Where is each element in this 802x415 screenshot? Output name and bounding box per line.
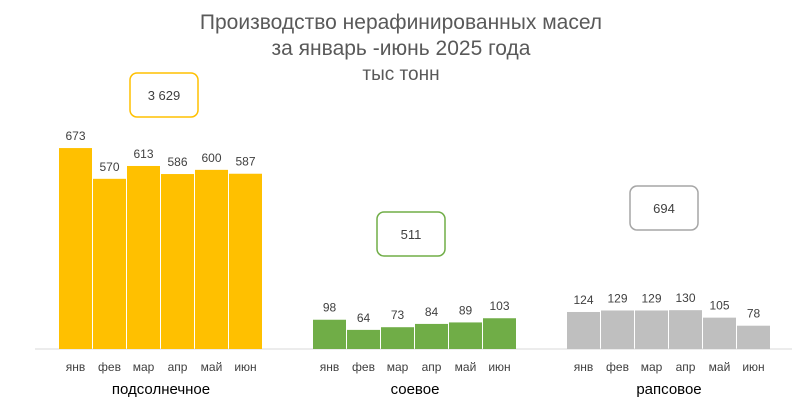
group-label-рапсовое: рапсовое xyxy=(636,381,701,398)
chart-title-line-2: за январь -июнь 2025 года xyxy=(272,37,531,60)
total-label-рапсовое: 694 xyxy=(653,201,675,216)
x-tick-label: мар xyxy=(641,360,663,374)
bar-подсолнечное-апр xyxy=(161,174,194,349)
bar-рапсовое-мар xyxy=(635,310,668,349)
x-tick-label: мар xyxy=(387,360,409,374)
data-label-рапсовое-мар: 129 xyxy=(641,291,661,305)
x-tick-label: апр xyxy=(168,360,188,374)
group-label-подсолнечное: подсолнечное xyxy=(112,381,210,398)
chart-title-line-1: Производство нерафинированных масел xyxy=(200,11,602,34)
x-tick-label: май xyxy=(455,360,477,374)
bar-соевое-апр xyxy=(415,323,448,349)
data-label-подсолнечное-мар: 613 xyxy=(133,147,153,161)
bar-подсолнечное-янв xyxy=(59,148,92,349)
data-label-рапсовое-фев: 129 xyxy=(607,291,627,305)
bar-рапсовое-янв xyxy=(567,311,600,349)
total-box-подсолнечное xyxy=(129,72,199,118)
data-label-соевое-янв: 98 xyxy=(323,301,337,315)
bar-подсолнечное-фев xyxy=(93,178,126,349)
x-tick-label: май xyxy=(201,360,223,374)
bar-рапсовое-май xyxy=(703,317,736,349)
x-tick-label: янв xyxy=(320,360,340,374)
total-box-рапсовое xyxy=(629,185,699,231)
x-tick-label: июн xyxy=(488,360,510,374)
bar-рапсовое-фев xyxy=(601,310,634,349)
data-label-подсолнечное-июн: 587 xyxy=(235,155,255,169)
data-label-рапсовое-янв: 124 xyxy=(573,293,593,307)
bar-рапсовое-апр xyxy=(669,310,702,349)
plot-area: 673 янв 570 фев 613 мар 586 апр 600 май 587 июн подс… xyxy=(59,72,770,398)
x-tick-label: янв xyxy=(574,360,594,374)
x-tick-label: фев xyxy=(352,360,375,374)
data-label-соевое-фев: 64 xyxy=(357,311,371,325)
data-label-соевое-мар: 73 xyxy=(391,308,405,322)
bar-рапсовое-июн xyxy=(737,325,770,349)
data-label-соевое-май: 89 xyxy=(459,303,473,317)
bar-подсолнечное-июн xyxy=(229,173,262,349)
data-label-рапсовое-май: 105 xyxy=(709,299,729,313)
x-tick-label: фев xyxy=(98,360,121,374)
data-label-подсолнечное-фев: 570 xyxy=(99,160,119,174)
data-label-подсолнечное-янв: 673 xyxy=(65,129,85,143)
group-label-соевое: соевое xyxy=(391,381,440,398)
total-box-соевое xyxy=(376,211,446,257)
x-tick-label: апр xyxy=(422,360,442,374)
bar-соевое-янв xyxy=(313,319,346,349)
total-label-подсолнечное: 3 629 xyxy=(148,88,181,103)
data-label-соевое-июн: 103 xyxy=(489,299,509,313)
x-tick-label: мар xyxy=(133,360,155,374)
x-tick-label: янв xyxy=(66,360,86,374)
bar-соевое-фев xyxy=(347,329,380,349)
x-tick-label: апр xyxy=(676,360,696,374)
bar-соевое-май xyxy=(449,322,482,349)
data-label-подсолнечное-май: 600 xyxy=(201,151,221,165)
data-label-рапсовое-апр: 130 xyxy=(675,291,695,305)
x-tick-label: май xyxy=(709,360,731,374)
x-tick-label: фев xyxy=(606,360,629,374)
bar-подсолнечное-мар xyxy=(127,165,160,349)
bar-соевое-июн xyxy=(483,318,516,349)
data-label-соевое-апр: 84 xyxy=(425,305,439,319)
data-label-рапсовое-июн: 78 xyxy=(747,307,761,321)
bar-подсолнечное-май xyxy=(195,169,228,349)
data-label-подсолнечное-апр: 586 xyxy=(167,155,187,169)
x-tick-label: июн xyxy=(742,360,764,374)
x-tick-label: июн xyxy=(234,360,256,374)
bar-соевое-мар xyxy=(381,327,414,349)
total-label-соевое: 511 xyxy=(401,227,422,242)
chart-title-line-3: тыс тонн xyxy=(362,64,439,85)
